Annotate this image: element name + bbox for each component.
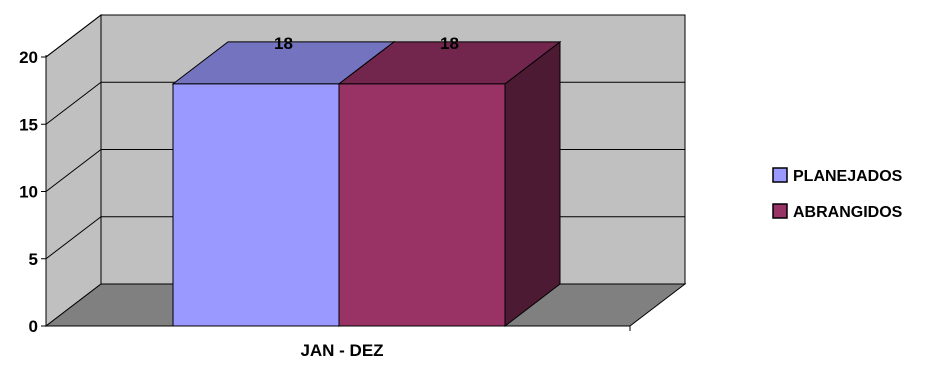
bar-front-face: [172, 83, 340, 327]
x-tick-label: JAN - DEZ: [300, 341, 383, 360]
gridline-side: [45, 14, 102, 58]
gridline-side: [45, 81, 102, 125]
legend-label: PLANEJADOS: [793, 168, 903, 185]
legend-swatch: [772, 203, 788, 219]
legend-swatch: [772, 167, 788, 183]
legend-item: ABRANGIDOS: [772, 203, 903, 221]
y-tick-label: 0: [29, 317, 38, 336]
legend-item: PLANEJADOS: [772, 167, 903, 185]
legend-label: ABRANGIDOS: [793, 204, 903, 221]
y-tick-label: 10: [19, 183, 38, 202]
data-label: 18: [440, 34, 459, 53]
y-tick-label: 5: [29, 250, 38, 269]
y-tick-label: 15: [19, 115, 38, 134]
bar-side-face: [504, 40, 561, 328]
data-label: 18: [274, 34, 293, 53]
bar-abrangidos: [337, 40, 562, 328]
gridline-side: [45, 149, 102, 192]
y-tick-label: 20: [19, 48, 38, 67]
bar-front-face: [338, 83, 506, 327]
gridline-side: [45, 216, 102, 260]
